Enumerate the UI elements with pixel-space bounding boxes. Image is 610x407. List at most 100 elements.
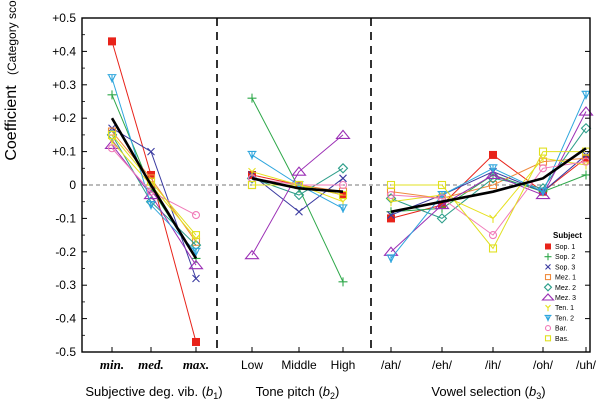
data-point — [191, 247, 201, 257]
legend-title: Subject — [553, 231, 582, 240]
x-category-label: min. — [100, 357, 124, 372]
data-point — [248, 167, 256, 177]
data-point — [488, 180, 498, 190]
data-point — [580, 122, 592, 134]
data-point — [107, 130, 117, 139]
data-point — [191, 231, 201, 240]
data-point — [387, 211, 395, 219]
data-point — [293, 189, 305, 201]
data-point — [107, 74, 117, 83]
data-point — [107, 90, 117, 100]
x-category-label: /eh/ — [432, 358, 453, 372]
y-tick-label: +0.5 — [52, 11, 76, 25]
data-point — [146, 200, 156, 210]
data-point — [335, 129, 351, 139]
x-category-label: /oh/ — [533, 358, 554, 372]
legend-entry: Sop. 1 — [555, 244, 575, 251]
data-point — [485, 169, 501, 180]
series-sop-1 — [108, 37, 590, 346]
data-point — [338, 180, 348, 190]
y-tick-label: -0.5 — [55, 345, 76, 359]
data-point — [386, 254, 396, 263]
data-point — [108, 37, 116, 46]
mean-line — [251, 177, 344, 193]
legend-marker — [544, 314, 552, 322]
legend-marker — [545, 243, 551, 250]
data-point — [437, 190, 447, 200]
mean-line — [390, 147, 587, 213]
series-ten-1 — [108, 137, 590, 243]
x-category-label: /ah/ — [381, 358, 402, 372]
legend-marker — [545, 264, 551, 270]
data-point — [338, 277, 348, 287]
y-tick-label: 0 — [69, 178, 76, 192]
mean-layer — [110, 117, 587, 260]
legend-entry: Bar. — [555, 326, 568, 333]
legend-marker — [544, 274, 552, 281]
y-axis-label: Coefficient — [3, 85, 20, 161]
x-category-label: High — [331, 358, 356, 372]
legend-entry: Ten. 1 — [555, 305, 574, 312]
series-layer — [104, 37, 594, 346]
data-point — [247, 180, 257, 190]
data-point — [489, 150, 497, 159]
series-mez-1 — [107, 127, 591, 246]
legend-entry: Mez. 3 — [555, 295, 576, 302]
data-point — [188, 259, 204, 270]
data-point — [107, 144, 117, 153]
series-line — [251, 134, 344, 256]
y-axis-label-detail: (Category score = Relative log10(τe)min) — [5, 0, 21, 75]
data-point — [247, 93, 257, 103]
series-line — [390, 161, 587, 236]
data-point — [108, 137, 116, 147]
data-point — [291, 166, 307, 176]
data-point — [436, 213, 448, 224]
legend-entry: Ten. 2 — [555, 315, 574, 322]
x-category-label: Middle — [281, 358, 317, 372]
data-point — [488, 244, 498, 253]
legend-entry: Sop. 2 — [555, 254, 575, 261]
data-point — [386, 190, 396, 200]
y-tick-label: +0.1 — [52, 145, 76, 159]
y-axis-label-group: Coefficient (Category score = Relative l… — [3, 0, 21, 161]
y-tick-label: -0.3 — [55, 278, 76, 292]
data-point — [339, 174, 347, 183]
series-line — [391, 151, 586, 250]
data-point — [538, 187, 548, 197]
x-category-label: /ih/ — [485, 358, 502, 372]
legend-marker — [544, 335, 552, 342]
series-mez-3 — [104, 106, 594, 270]
data-point — [488, 164, 498, 173]
data-point — [386, 180, 396, 190]
data-point — [489, 214, 497, 223]
y-tick-label: +0.4 — [52, 44, 76, 58]
data-point — [338, 204, 348, 213]
group-title: Tone pitch (b2) — [256, 384, 340, 401]
data-point — [192, 274, 200, 283]
series-line — [111, 77, 197, 253]
x-category-label: Low — [241, 358, 263, 372]
legend-marker — [544, 253, 552, 261]
legend-marker — [545, 304, 551, 312]
legend-entry: Mez. 1 — [555, 275, 576, 282]
series-line — [251, 167, 344, 196]
legend-marker — [544, 325, 552, 332]
mean-line — [110, 117, 198, 260]
data-point — [538, 164, 548, 173]
data-point — [191, 211, 201, 220]
y-tick-label: -0.2 — [55, 245, 76, 259]
data-point — [337, 163, 349, 174]
x-category-label: max. — [183, 357, 209, 372]
series-line — [111, 134, 197, 236]
series-bar — [107, 144, 591, 240]
data-point — [147, 147, 155, 156]
group-title: Vowel selection (b3) — [431, 384, 545, 401]
data-point — [387, 197, 395, 207]
legend-marker — [543, 283, 553, 292]
legend: Subject Sop. 1 Sop. 2 Sop. 3 Mez. 1 Mez. 2 Mez… — [541, 231, 582, 343]
data-point — [247, 150, 257, 160]
data-point — [581, 170, 591, 180]
y-tick-label: -0.1 — [55, 211, 76, 225]
data-point — [295, 207, 303, 216]
